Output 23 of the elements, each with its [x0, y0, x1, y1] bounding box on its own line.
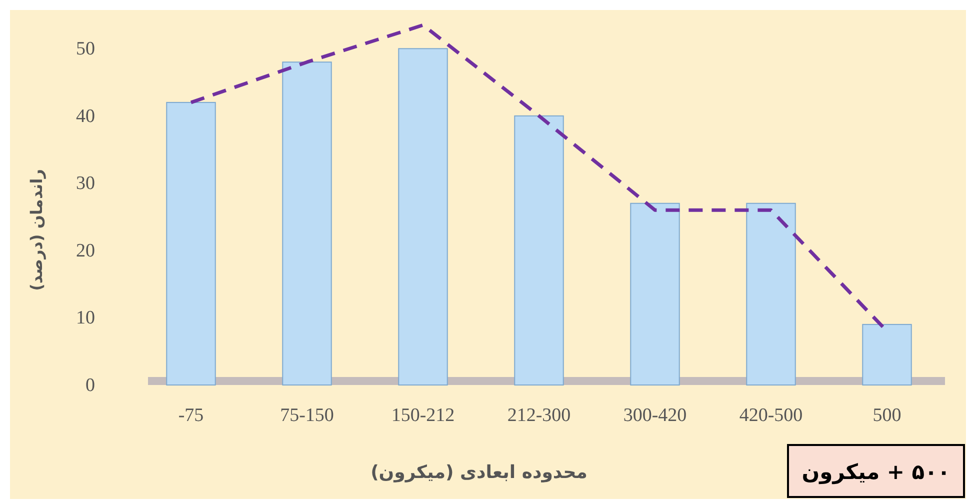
y-tick-label: 50	[76, 38, 95, 60]
y-tick-label: 10	[76, 308, 95, 329]
x-tick-label: 212-300	[507, 405, 571, 426]
text: ۵۰۰ + میکرون	[802, 460, 950, 485]
x-tick-label: -75	[178, 405, 204, 426]
bar	[166, 102, 216, 386]
bar	[514, 115, 564, 386]
x-tick-label: 420-500	[739, 405, 803, 426]
x-tick-label: 75-150	[280, 405, 334, 426]
x-axis-title: محدوده ابعادی (میکرون)	[370, 462, 588, 483]
bar	[282, 62, 332, 386]
bar	[398, 48, 448, 386]
y-tick-label: 40	[76, 106, 95, 127]
x-tick-label: 150-212	[391, 405, 455, 426]
bar	[862, 324, 912, 386]
y-axis-title: راندمان (درصد)	[27, 169, 46, 291]
x-tick-label: 300-420	[623, 405, 687, 426]
x-tick-label: 500	[872, 405, 902, 426]
bar	[630, 202, 680, 386]
y-tick-label: 20	[76, 240, 95, 262]
y-tick-label: 0	[86, 375, 95, 396]
bar	[746, 202, 796, 386]
y-tick-label: 30	[76, 173, 95, 194]
